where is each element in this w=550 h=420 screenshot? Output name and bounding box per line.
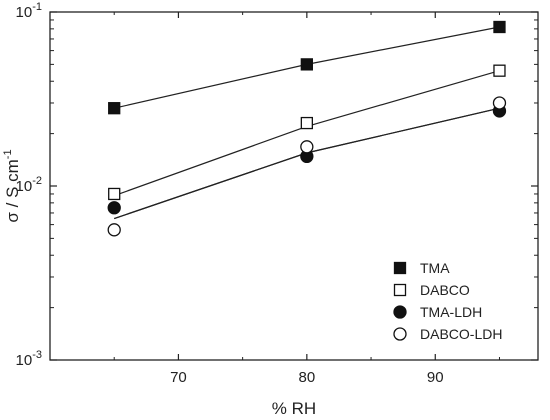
data-point-dabco (493, 64, 506, 77)
x-axis-label: % RH (272, 399, 316, 418)
legend-marker-dabco-ldh (393, 327, 407, 341)
data-point-tma (108, 102, 121, 115)
y-tick-label: 10-1 (16, 1, 42, 21)
legend-marker-tma (393, 261, 407, 275)
y-axis-label: σ / S cm-1 (2, 149, 22, 222)
data-point-tma-ldh (107, 201, 121, 215)
x-tick-label: 80 (298, 369, 315, 386)
legend-marker-tma-ldh (393, 305, 407, 319)
y-tick-label: 10-3 (16, 349, 42, 369)
legend-label-tma: TMA (420, 260, 450, 276)
data-point-dabco-ldh (300, 140, 314, 154)
x-tick-label: 70 (170, 369, 187, 386)
fit-line-dabco (114, 70, 500, 197)
x-axis-ticks: 70 80 90 (113, 12, 500, 386)
y-axis-ticks: 10-3 10-2 10-1 (16, 1, 538, 369)
legend-label-dabco: DABCO (420, 282, 470, 298)
y-tick-label: 10-2 (16, 175, 42, 195)
y-axis-label-base: σ / S cm (3, 159, 22, 222)
y-axis-label-exp: -1 (2, 149, 14, 159)
data-point-tma (300, 58, 313, 71)
data-point-tma (493, 20, 506, 34)
data-point-dabco (108, 187, 121, 201)
data-point-dabco (300, 116, 313, 130)
x-tick-label: 90 (427, 369, 444, 386)
legend: TMA DABCO TMA-LDH DABCO-LDH (393, 260, 502, 342)
data-point-dabco-ldh (107, 223, 121, 237)
data-point-dabco-ldh (492, 96, 507, 110)
legend-label-dabco-ldh: DABCO-LDH (420, 326, 502, 342)
data-markers (107, 20, 507, 237)
legend-marker-dabco (393, 283, 407, 297)
legend-label-tma-ldh: TMA-LDH (420, 304, 482, 320)
